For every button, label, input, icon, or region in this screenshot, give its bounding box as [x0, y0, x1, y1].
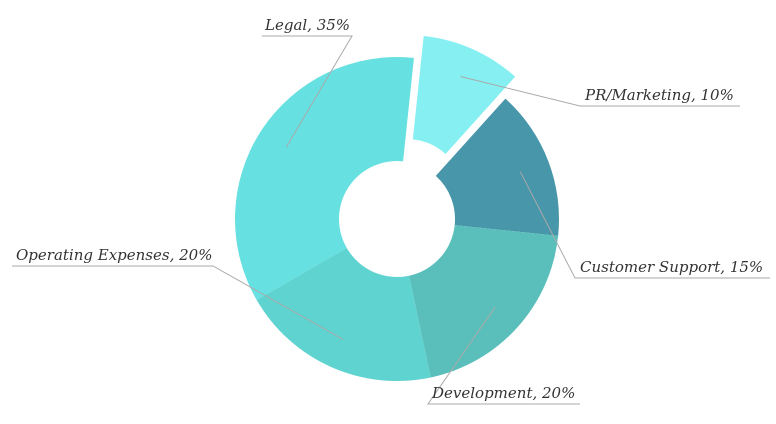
data-label-legal: Legal, 35%	[264, 16, 350, 34]
slice-operating-expenses[interactable]	[256, 248, 431, 381]
slices-layer	[235, 35, 559, 381]
slice-development[interactable]	[409, 225, 559, 378]
leader-line-customer-support	[519, 171, 770, 279]
data-label-customer-support: Customer Support, 15%	[580, 258, 763, 276]
slice-pr-marketing[interactable]	[412, 35, 516, 154]
leader-line-development	[427, 307, 580, 405]
leader-line-legal	[262, 35, 353, 148]
leader-line-pr-marketing	[460, 76, 740, 107]
data-label-pr-marketing: PR/Marketing, 10%	[584, 86, 734, 104]
leader-line-operating-expenses	[12, 265, 344, 341]
slice-customer-support[interactable]	[435, 98, 559, 236]
labels-layer: Legal, 35% PR/Marketing, 10% Customer Supp…	[12, 16, 770, 405]
data-label-operating-expenses: Operating Expenses, 20%	[16, 246, 212, 264]
slice-legal[interactable]	[235, 56, 414, 301]
data-label-development: Development, 20%	[431, 384, 575, 402]
